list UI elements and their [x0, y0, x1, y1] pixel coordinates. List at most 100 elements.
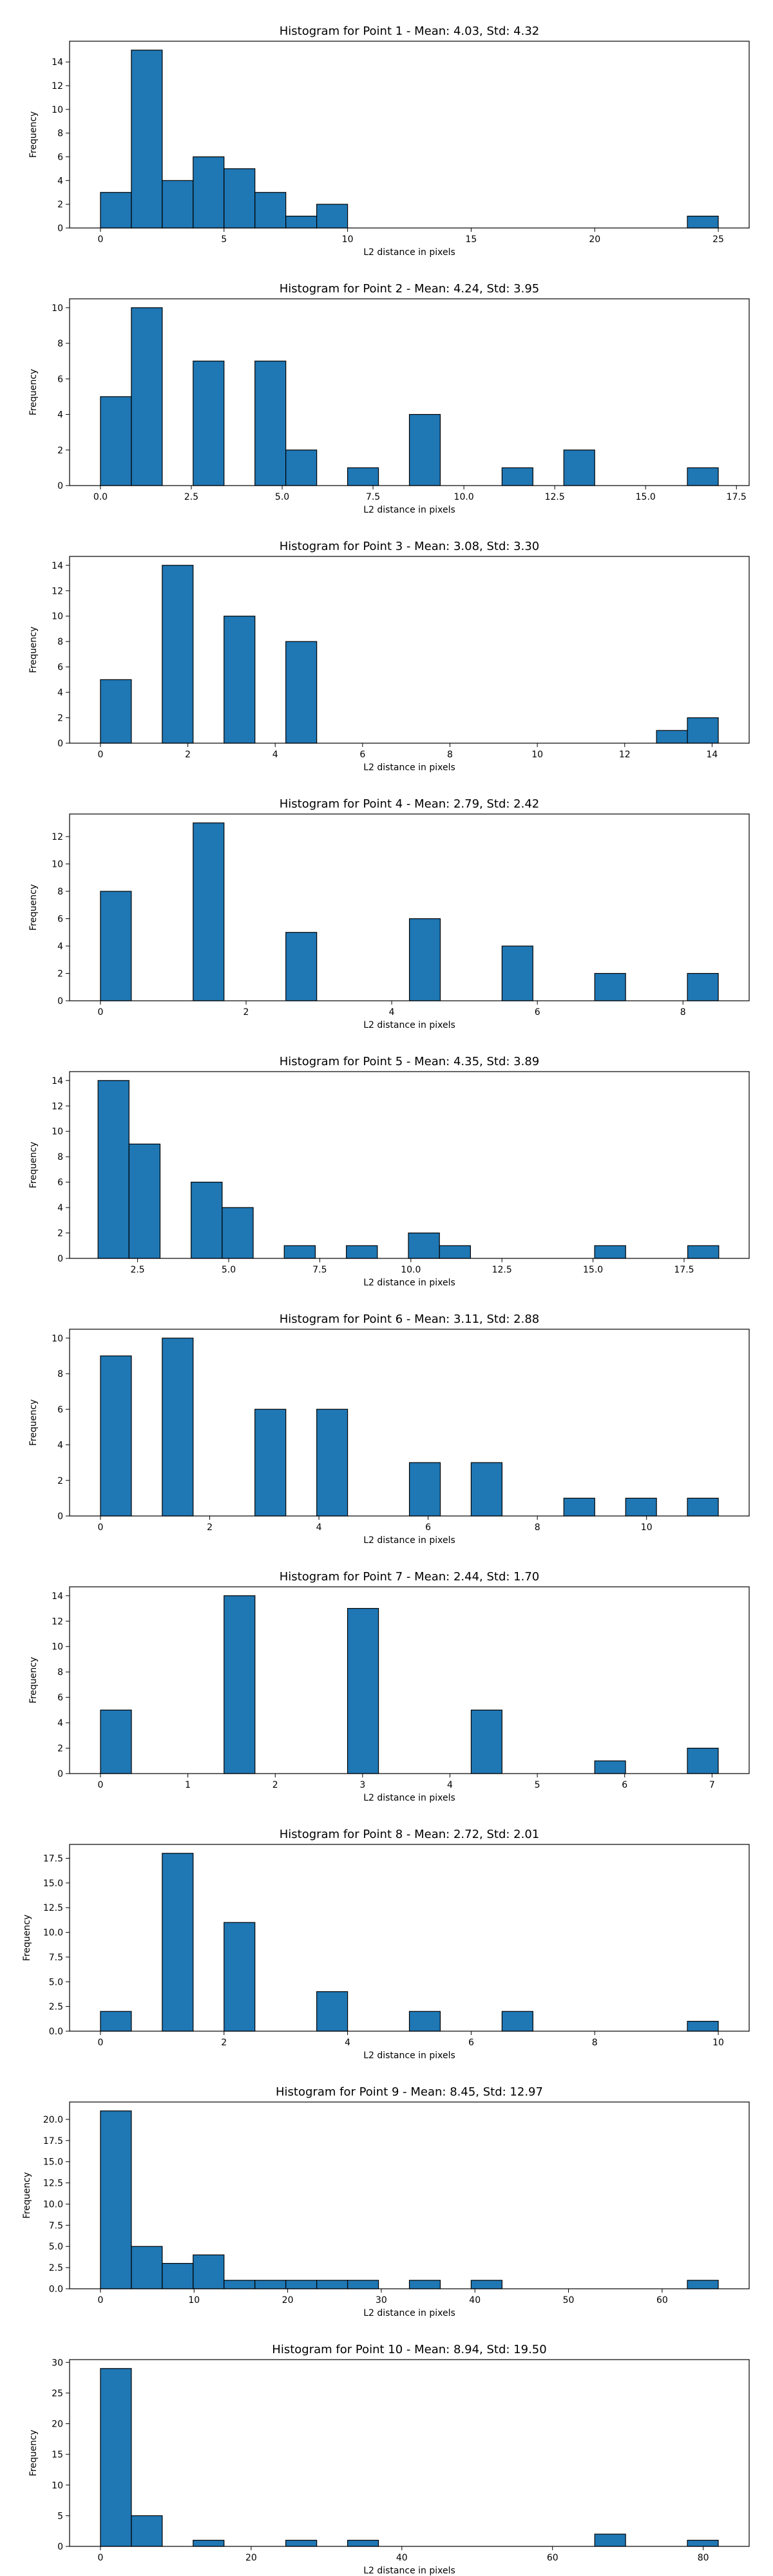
histogram-bar [594, 972, 626, 1001]
x-tick-label: 5.0 [275, 492, 289, 502]
y-tick-label: 6 [57, 1178, 63, 1188]
y-tick-label: 15 [52, 2450, 63, 2460]
y-tick-label: 10 [52, 105, 63, 115]
x-tick-label: 30 [376, 2295, 387, 2306]
x-tick-label: 5 [221, 234, 227, 245]
y-tick-label: 6 [57, 663, 63, 673]
histogram-bar [191, 1182, 223, 1259]
y-tick-label: 2 [57, 446, 63, 456]
y-axis-label: Frequency [22, 1915, 32, 1961]
y-tick-label: 8 [57, 1667, 63, 1678]
histogram-bar [687, 717, 719, 744]
x-tick-label: 4 [316, 1522, 322, 1533]
y-tick-label: 15.0 [43, 2157, 63, 2168]
x-tick-label: 12.5 [545, 492, 565, 502]
histogram-panel-8: Histogram for Point 8 - Mean: 2.72, Std:… [22, 1828, 750, 2061]
x-tick-label: 60 [547, 2553, 558, 2563]
y-axis-label: Frequency [28, 1142, 39, 1188]
x-tick-label: 10 [342, 234, 354, 245]
x-tick-label: 15.0 [636, 492, 656, 502]
y-tick-label: 0 [57, 2542, 63, 2552]
histogram-bar [687, 1245, 720, 1259]
y-axis-label: Frequency [28, 884, 39, 931]
x-tick-label: 1 [185, 1780, 191, 1790]
x-tick-label: 10.0 [454, 492, 474, 502]
histogram-bar [162, 2262, 194, 2289]
y-tick-label: 8 [57, 1369, 63, 1379]
x-tick-label: 10 [188, 2295, 200, 2306]
x-tick-label: 2.5 [130, 1265, 144, 1275]
histogram-panel-3: Histogram for Point 3 - Mean: 3.08, Std:… [28, 540, 750, 773]
histogram-bar [131, 307, 163, 486]
x-tick-label: 4 [447, 1780, 453, 1790]
histogram-bar [131, 50, 163, 229]
histogram-bar [222, 1207, 254, 1259]
histogram-bar [408, 2280, 441, 2289]
histogram-bar [347, 467, 379, 486]
chart-title: Histogram for Point 2 - Mean: 4.24, Std:… [280, 282, 540, 296]
axes-frame [69, 1844, 750, 2032]
histogram-bar [100, 2011, 132, 2032]
histogram-bar [224, 168, 256, 229]
histogram-bar [100, 192, 132, 229]
histogram-bar [100, 396, 132, 486]
y-tick-label: 5.0 [49, 1977, 63, 1987]
x-tick-label: 0 [97, 2553, 103, 2563]
x-tick-label: 8 [680, 1007, 686, 1018]
y-tick-label: 0 [57, 481, 63, 491]
histogram-bar [100, 891, 132, 1001]
histogram-bar [254, 2280, 287, 2289]
y-tick-label: 2 [57, 1229, 63, 1239]
histogram-bar [687, 2280, 719, 2289]
x-tick-label: 40 [396, 2553, 408, 2563]
axes-frame [69, 2359, 750, 2547]
histogram-bar [470, 1709, 502, 1774]
histogram-bar [285, 932, 318, 1001]
x-tick-label: 20 [282, 2295, 294, 2306]
histogram-bar [162, 565, 194, 744]
histogram-bar [563, 1497, 595, 1517]
x-tick-label: 12 [619, 750, 631, 760]
histogram-bar [193, 2254, 225, 2289]
histogram-bar [687, 1497, 719, 1517]
x-tick-label: 0 [98, 1780, 104, 1790]
y-tick-label: 5 [57, 2511, 63, 2521]
x-tick-label: 0 [97, 2295, 103, 2306]
axes-frame [69, 298, 750, 486]
y-tick-label: 2 [57, 969, 63, 980]
histogram-bar [162, 180, 194, 229]
y-tick-label: 12.5 [43, 2179, 63, 2189]
histogram-bar [193, 822, 225, 1001]
y-tick-label: 0 [57, 1511, 63, 1522]
x-tick-label: 4 [389, 1007, 395, 1018]
x-tick-label: 2.5 [184, 492, 198, 502]
axes-frame [69, 556, 750, 744]
histogram-bar [594, 1245, 626, 1259]
chart-title: Histogram for Point 5 - Mean: 4.35, Std:… [280, 1055, 540, 1068]
histogram-bar [131, 2246, 163, 2289]
x-tick-label: 8 [535, 1522, 540, 1533]
histogram-bar [193, 156, 225, 229]
y-tick-label: 6 [57, 1693, 63, 1703]
y-axis-label: Frequency [28, 2430, 39, 2476]
y-tick-label: 15.0 [43, 1879, 63, 1889]
histogram-bar [316, 2280, 348, 2289]
x-tick-label: 40 [469, 2295, 481, 2306]
histogram-bar [656, 730, 688, 744]
y-tick-label: 2.5 [49, 2263, 63, 2273]
y-tick-label: 8 [57, 887, 63, 897]
y-axis-label: Frequency [22, 2172, 32, 2219]
histogram-bar [100, 2110, 132, 2289]
histogram-bar [346, 1245, 378, 1259]
x-tick-label: 10.0 [401, 1265, 421, 1275]
x-tick-label: 6 [359, 750, 365, 760]
y-tick-label: 2 [57, 714, 63, 724]
histogram-bar [563, 450, 595, 486]
y-tick-label: 10 [52, 1127, 63, 1137]
histogram-panel-6: Histogram for Point 6 - Mean: 3.11, Std:… [28, 1312, 750, 1546]
histogram-bar [97, 1080, 129, 1259]
y-tick-label: 6 [57, 374, 63, 384]
y-tick-label: 0 [57, 996, 63, 1007]
x-tick-label: 6 [535, 1007, 540, 1018]
x-axis-label: L2 distance in pixels [363, 2566, 455, 2576]
